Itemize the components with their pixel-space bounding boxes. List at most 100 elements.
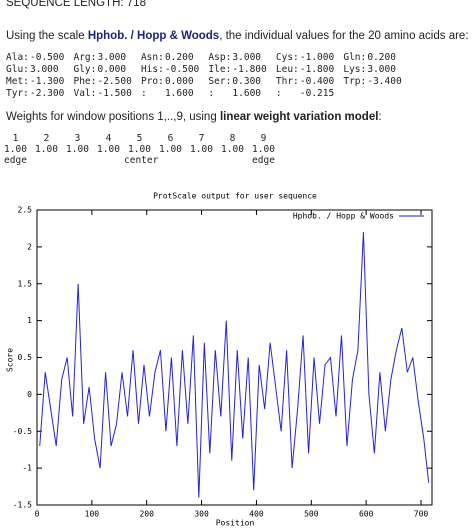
amino-value: 3.000 (232, 52, 262, 63)
amino-value: 0.300 (232, 76, 262, 87)
y-tick-label: -1.5 (13, 501, 32, 510)
amino-row: Met:-1.300 Phe:-2.500 Pro:0.000 Ser:0.300 Th… (6, 76, 411, 88)
x-tick-label: 0 (35, 510, 40, 519)
amino-name: Tyr: (6, 88, 29, 99)
chart: ProtScale output for user sequence Posit… (0, 178, 474, 529)
y-tick-label: 1.5 (18, 279, 33, 288)
amino-value: -2.300 (30, 88, 65, 99)
amino-name: Lys: (343, 64, 367, 75)
weight-positions: 1 (12, 133, 19, 144)
amino-name: Trp: (343, 76, 367, 87)
weight-positions: 5 (136, 133, 143, 144)
amino-name: Arg: (73, 52, 97, 63)
amino-value: -0.500 (30, 52, 65, 63)
weights-table: 1 2 3 4 5 6 7 8 9 1.00 1.00 1.00 1.00 1.00 1.00 1.00 1.0… (0, 133, 279, 166)
weight-values: 1.00 (35, 144, 58, 155)
sequence-length: SEQUENCE LENGTH: 718 (6, 0, 146, 9)
weight-labels: edge (4, 155, 27, 166)
weight-positions: 8 (229, 133, 236, 144)
amino-name: Asn: (140, 52, 164, 63)
amino-value: 1.600 (164, 88, 194, 99)
chart-title: ProtScale output for user sequence (153, 192, 317, 201)
amino-name: Glu: (6, 64, 29, 75)
amino-name: Ser: (208, 76, 232, 87)
amino-value: -2.500 (97, 76, 132, 87)
amino-name: Cys: (275, 52, 299, 63)
y-tick-label: 2 (27, 242, 32, 251)
y-tick-label: -0.5 (13, 427, 32, 436)
text: Weights for window positions 1,..,9, usi… (6, 111, 220, 123)
amino-value: -1.800 (232, 64, 267, 75)
weight-values: 1.00 (66, 144, 89, 155)
amino-row: Ala:-0.500 Arg:3.000 Asn:0.200 Asp:3.000 Cys… (6, 52, 411, 64)
amino-table: Ala:-0.500 Arg:3.000 Asn:0.200 Asp:3.000 Cys… (6, 52, 411, 100)
amino-row: Tyr:-2.300 Val:-1.500: 1.600: 1.600: -0.215 (6, 88, 411, 100)
amino-value: 1.600 (232, 88, 262, 99)
amino-name: Ile: (208, 64, 232, 75)
amino-name: Ala: (6, 52, 29, 63)
x-tick-label: 200 (139, 510, 154, 519)
amino-name: Gln: (343, 52, 367, 63)
amino-value: -1.000 (299, 52, 335, 63)
amino-name: His: (140, 64, 164, 75)
x-tick-label: 400 (249, 510, 264, 519)
weight-positions: 2 (43, 133, 50, 144)
data-line (39, 232, 430, 498)
amino-name: : (275, 88, 282, 99)
model-name: linear weight variation model (219, 111, 379, 123)
text: : (378, 111, 382, 123)
amino-name: Phe: (73, 76, 97, 87)
amino-value: -0.400 (299, 76, 335, 87)
amino-name: Met: (6, 76, 29, 87)
amino-name: : (208, 88, 215, 99)
amino-name: Asp: (208, 52, 232, 63)
amino-value: -1.500 (97, 88, 132, 99)
weight-positions: 7 (198, 133, 205, 144)
weight-values: 1.00 (190, 144, 213, 155)
amino-value: -0.215 (299, 88, 335, 99)
x-tick-label: 500 (304, 510, 319, 519)
weight-positions: 6 (167, 133, 174, 144)
amino-value: 0.200 (367, 52, 396, 63)
amino-name: Leu: (275, 64, 299, 75)
weight-values: 1.00 (128, 144, 151, 155)
scale-intro: Using the scale Hphob. / Hopp & Woods, t… (6, 30, 469, 42)
weights-intro: Weights for window positions 1,..,9, usi… (6, 111, 382, 123)
y-tick-label: 1 (27, 316, 32, 325)
x-tick-label: 300 (194, 510, 209, 519)
weight-values: 1.00 (4, 144, 27, 155)
x-axis-label: Position (216, 519, 255, 528)
amino-value: -1.300 (30, 76, 65, 87)
amino-value: 3.000 (30, 64, 59, 75)
weight-values: 1.00 (221, 144, 244, 155)
amino-value: 0.200 (164, 52, 194, 63)
amino-name: Gly: (73, 64, 97, 75)
weights-row: 1 2 3 4 5 6 7 8 9 (0, 133, 279, 144)
x-tick-label: 600 (359, 510, 374, 519)
amino-value: -0.500 (164, 64, 200, 75)
weight-labels: edge (252, 155, 275, 166)
amino-name: Pro: (140, 76, 164, 87)
amino-name: Val: (73, 88, 97, 99)
amino-value: 0.000 (164, 76, 194, 87)
amino-value: -3.400 (367, 76, 402, 87)
amino-value: -1.800 (299, 64, 335, 75)
text: , the individual values for the 20 amino… (219, 30, 469, 42)
amino-name: Thr: (275, 76, 299, 87)
amino-name: : (140, 88, 147, 99)
x-tick-label: 700 (414, 510, 429, 519)
weight-values: 1.00 (97, 144, 120, 155)
legend-label: Hphob. / Hopp & Woods (293, 212, 394, 221)
scale-name: Hphob. / Hopp & Woods (87, 30, 220, 42)
y-tick-label: 0 (27, 390, 32, 399)
amino-row: Glu:3.000 Gly:0.000 His:-0.500 Ile:-1.800 Le… (6, 64, 411, 76)
y-axis-label: Score (6, 348, 15, 372)
text: Using the scale (6, 30, 88, 42)
weight-labels: center (124, 155, 159, 166)
amino-value: 3.000 (367, 64, 396, 75)
weight-positions: 4 (105, 133, 112, 144)
weight-positions: 9 (260, 133, 267, 144)
weight-values: 1.00 (252, 144, 275, 155)
x-tick-label: 100 (85, 510, 100, 519)
